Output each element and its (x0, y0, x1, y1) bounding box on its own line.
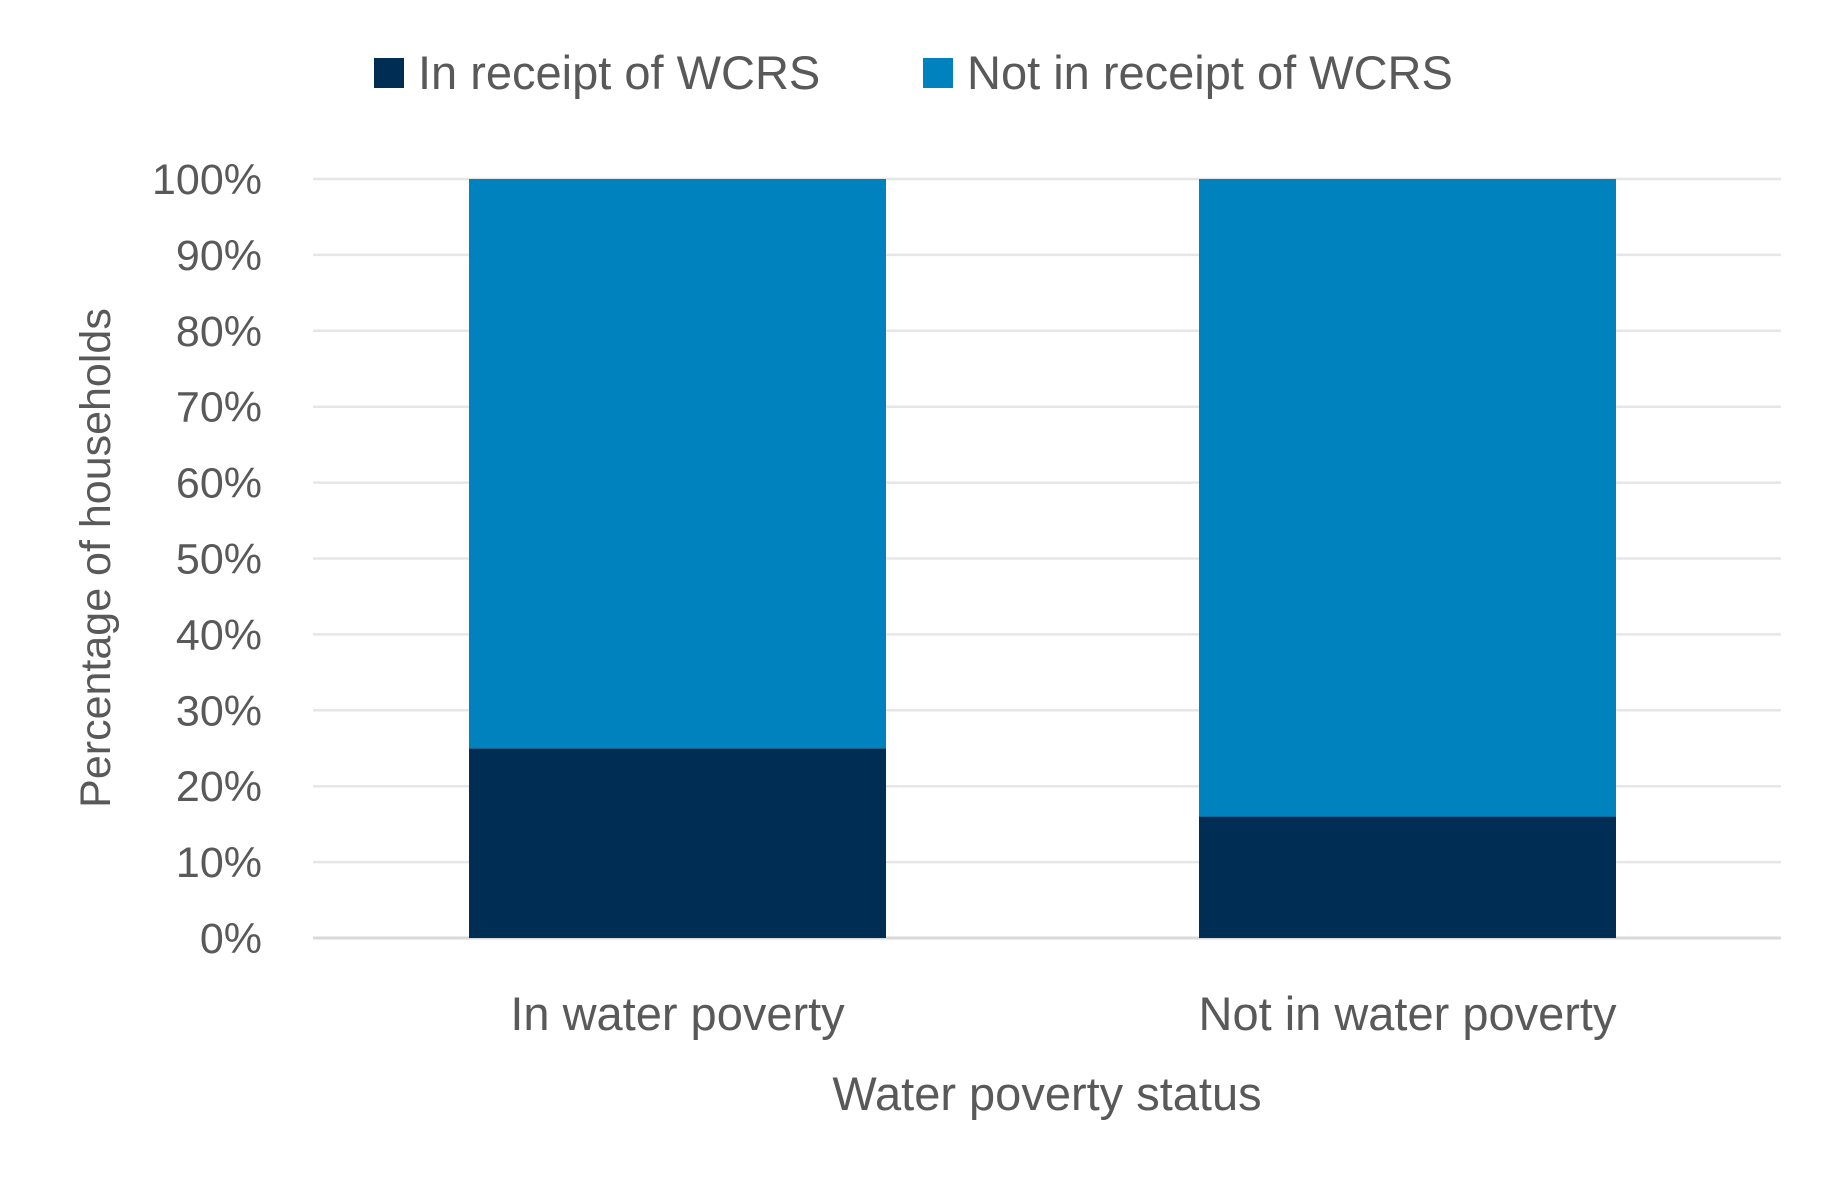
y-tick-label: 40% (176, 611, 262, 659)
y-axis-title: Percentage of households (72, 308, 120, 808)
x-axis-title: Water poverty status (832, 1067, 1261, 1120)
y-tick-label: 10% (176, 839, 262, 887)
y-tick-label: 100% (152, 156, 262, 204)
x-tick-label: In water poverty (510, 987, 845, 1040)
bar-segment (1199, 816, 1616, 938)
bar-segment (469, 179, 886, 749)
legend-label: In receipt of WCRS (418, 46, 820, 99)
y-tick-label: 0% (200, 915, 262, 963)
y-tick-label: 90% (176, 232, 262, 280)
y-tick-label: 70% (176, 384, 262, 432)
y-tick-label: 30% (176, 687, 262, 735)
bar-segment (1199, 179, 1616, 817)
legend-swatch (923, 58, 953, 88)
y-tick-label: 60% (176, 460, 262, 508)
legend-label: Not in receipt of WCRS (967, 46, 1453, 99)
y-tick-label: 20% (176, 763, 262, 811)
legend-swatch (374, 58, 404, 88)
y-tick-label: 80% (176, 308, 262, 356)
bars (469, 179, 1616, 938)
y-axis-ticks: 0% 10% 20% 30% 40% 50% 60% 70% 80% 90% 100% (152, 156, 262, 963)
y-tick-label: 50% (176, 536, 262, 584)
x-axis-ticks: In water poverty Not in water poverty (510, 987, 1617, 1040)
x-tick-label: Not in water poverty (1199, 987, 1617, 1040)
bar-segment (469, 748, 886, 938)
legend: In receipt of WCRS Not in receipt of WCRS (374, 46, 1453, 99)
